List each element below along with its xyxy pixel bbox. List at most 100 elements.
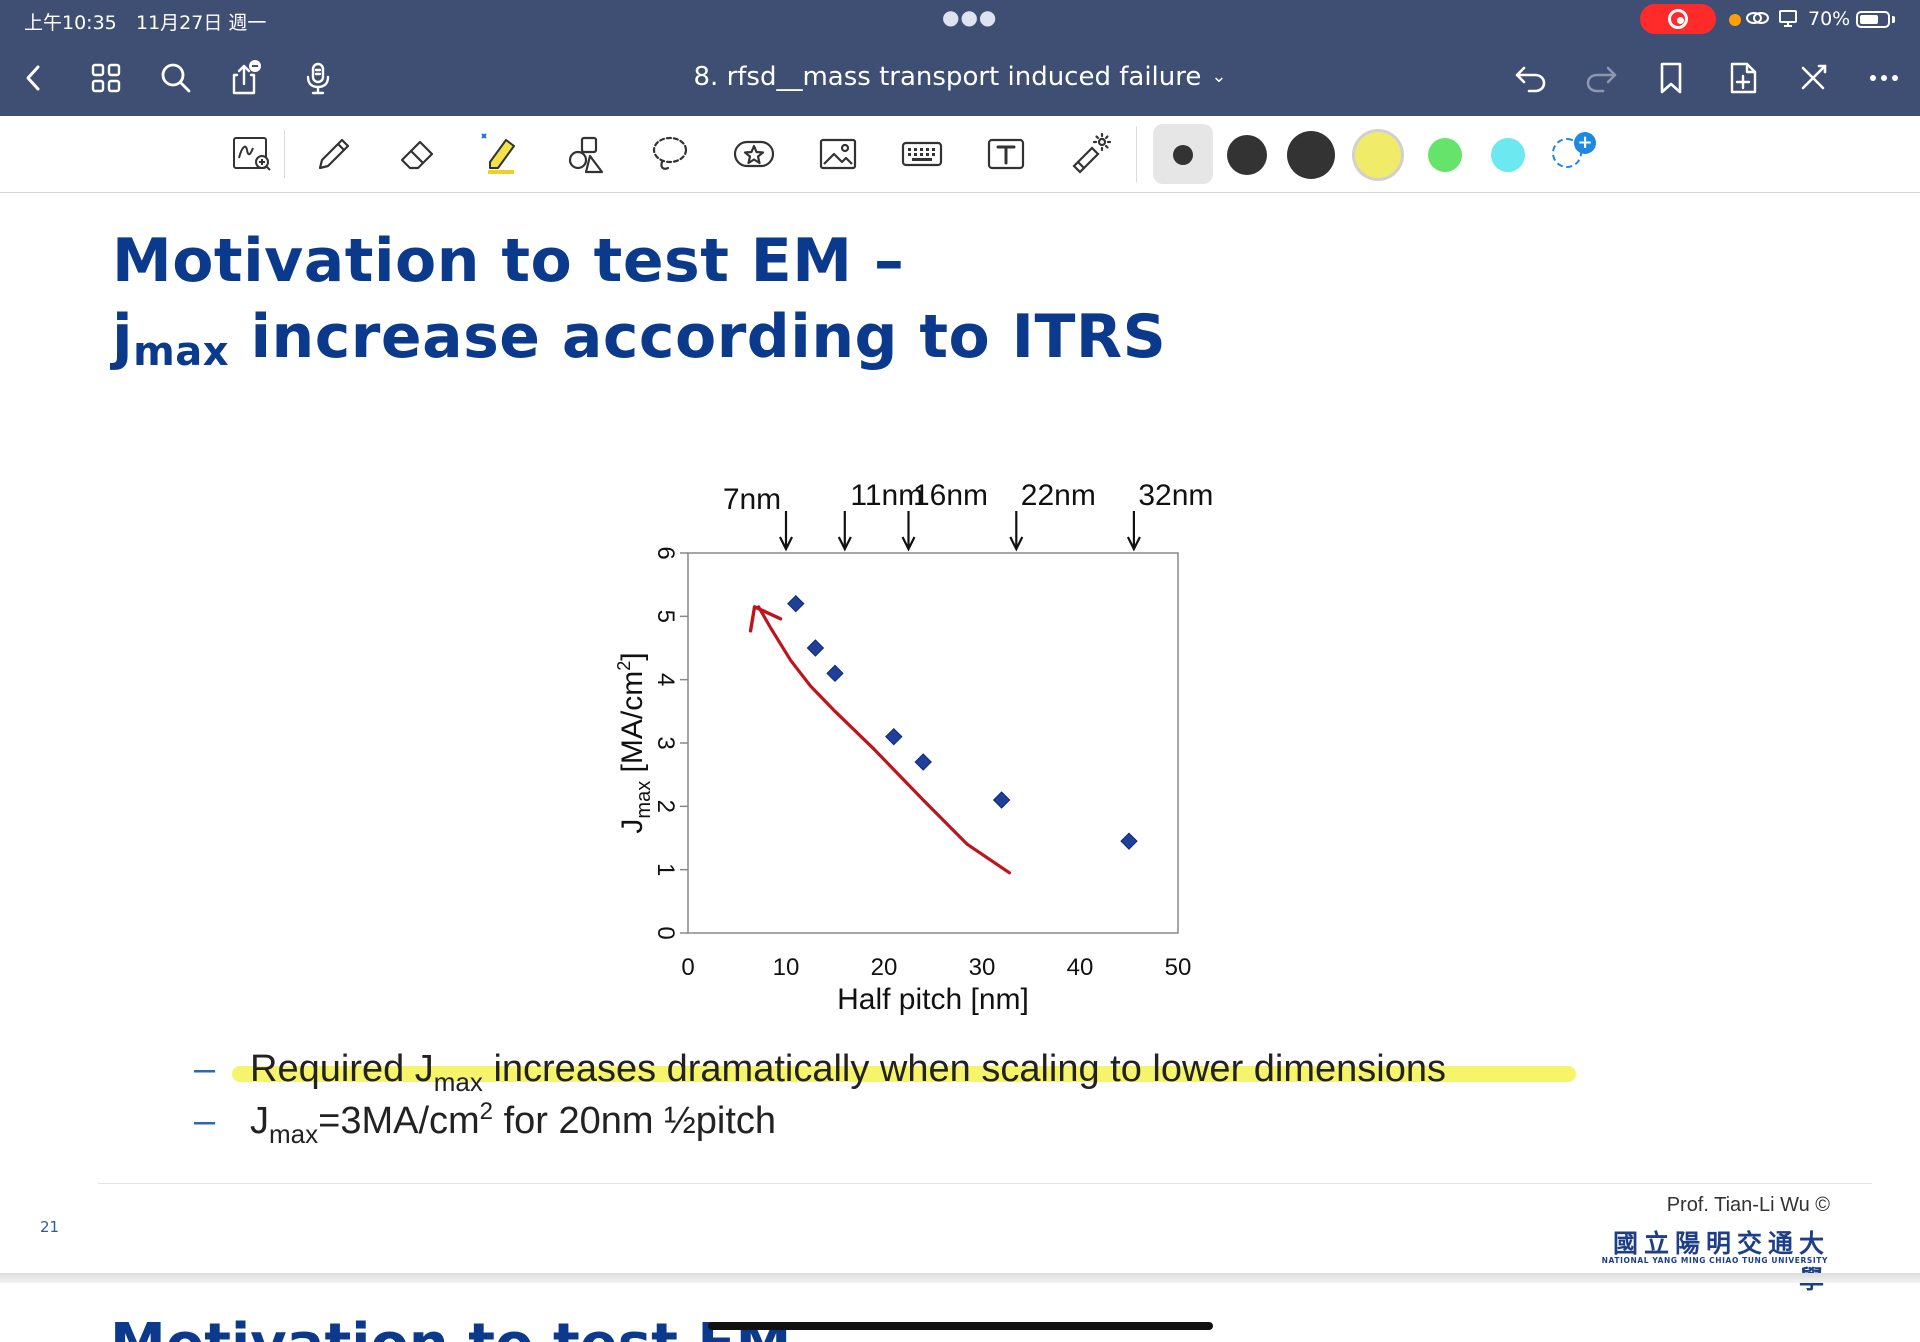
- pen-icon: [318, 138, 350, 170]
- add-page-icon: [1730, 62, 1757, 94]
- battery-tip: [1892, 16, 1895, 23]
- add-page-button[interactable]: [1719, 54, 1767, 102]
- bullet-2-text: Jmax=3MA/cm2 for 20nm ½pitch: [250, 1098, 777, 1149]
- sticker-icon: [733, 140, 775, 168]
- chart-svg: 0 1 2 3 4 5 6 0 10 20 30 40 50 Half pitch [nm] Jmax [M…: [614, 479, 1213, 1016]
- multitasking-dots-icon[interactable]: ●●●: [942, 5, 998, 29]
- slide-page: Motivation to test EM – jmax increase ac…: [0, 193, 1920, 1294]
- zoom-write-icon: [233, 137, 271, 171]
- keyboard-tool[interactable]: [894, 128, 950, 180]
- chevron-left-icon: [26, 65, 40, 91]
- page-separator: [0, 1273, 1920, 1283]
- node-arrow-head: [1126, 536, 1141, 552]
- laser-pointer-icon: [1072, 132, 1112, 174]
- y-tick-label: 4: [652, 673, 679, 686]
- y-axis-label: Jmax [MA/cm2]: [614, 652, 655, 833]
- thumbnails-button[interactable]: [82, 54, 130, 102]
- data-point: [826, 664, 844, 683]
- x-tick-label: 20: [871, 954, 898, 981]
- chevron-down-icon: ⌄: [1211, 66, 1227, 87]
- eraser-tool[interactable]: [390, 128, 446, 180]
- home-indicator[interactable]: [708, 1322, 1213, 1330]
- highlighter-tool[interactable]: [474, 128, 530, 180]
- more-options-button[interactable]: [1860, 54, 1908, 102]
- y-tick-label: 6: [652, 546, 679, 559]
- node-label: 7nm: [723, 483, 781, 516]
- screen-recording-icon[interactable]: [1640, 4, 1716, 34]
- x-tick-label: 0: [681, 954, 694, 981]
- x-axis-label: Half pitch [nm]: [837, 983, 1029, 1016]
- y-tick-label: 0: [652, 926, 679, 939]
- node-label: 11nm: [850, 479, 923, 512]
- yellow-highlight-stroke: [232, 1066, 1576, 1082]
- microphone-button[interactable]: [294, 54, 342, 102]
- toolbar-divider: [284, 130, 285, 178]
- node-arrow-head: [779, 536, 793, 552]
- mic-in-use-indicator-icon: [1729, 14, 1741, 26]
- status-bar: 上午10:35 11月27日 週一 ●●● 70%: [0, 0, 1920, 40]
- bullet-dash: –: [194, 1100, 216, 1142]
- color-swatch-yellow[interactable]: [1355, 132, 1401, 178]
- node-arrow-head: [1009, 536, 1024, 552]
- color-swatch-black-large[interactable]: [1287, 131, 1335, 179]
- data-point: [885, 727, 903, 746]
- slide-title-line1: Motivation to test EM –: [112, 226, 905, 296]
- bullet-dash: –: [194, 1048, 216, 1090]
- annotation-arrowhead: [748, 605, 783, 633]
- shapes-icon: [568, 136, 604, 174]
- node-label: 32nm: [1138, 479, 1213, 512]
- y-tick-label: 5: [652, 610, 679, 623]
- author-credit: Prof. Tian-Li Wu ©: [1666, 1194, 1830, 1216]
- text-box-tool[interactable]: [978, 128, 1034, 180]
- bookmark-button[interactable]: [1647, 54, 1695, 102]
- slide-title-line2: jmax increase according to ITRS: [112, 302, 1167, 375]
- eraser-icon: [400, 140, 434, 170]
- image-tool[interactable]: [810, 128, 866, 180]
- search-icon: [161, 63, 191, 93]
- microphone-icon: [306, 62, 330, 95]
- color-swatch-cyan[interactable]: [1491, 138, 1525, 172]
- shapes-tool[interactable]: [558, 128, 614, 180]
- y-tick-label: 3: [652, 736, 679, 749]
- undo-button[interactable]: [1507, 54, 1555, 102]
- toolbar-divider: [1136, 126, 1137, 182]
- pen-tool[interactable]: [306, 128, 362, 180]
- more-icon: [1870, 75, 1898, 81]
- bookmark-icon: [1660, 62, 1682, 94]
- share-button[interactable]: [222, 54, 270, 102]
- node-arrow-head: [837, 536, 852, 552]
- keyboard-icon: [901, 141, 943, 167]
- document-title-text: 8. rfsd__mass transport induced failure: [693, 62, 1202, 92]
- color-swatch-black-medium[interactable]: [1227, 135, 1267, 175]
- plus-icon: +: [1574, 132, 1596, 154]
- data-point: [992, 791, 1011, 809]
- color-swatch-green[interactable]: [1428, 138, 1462, 172]
- back-button[interactable]: [10, 54, 58, 102]
- image-icon: [819, 138, 857, 170]
- data-point: [806, 639, 825, 657]
- lasso-icon: [652, 136, 688, 170]
- document-title[interactable]: 8. rfsd__mass transport induced failure ⌄: [560, 62, 1360, 92]
- bullet-1-text: Required Jmax increases dramatically whe…: [250, 1048, 1446, 1097]
- zoom-write-tool[interactable]: [224, 128, 280, 180]
- screen-mirror-icon: [1746, 7, 1804, 34]
- lasso-tool[interactable]: [642, 128, 698, 180]
- laser-pointer-tool[interactable]: [1062, 128, 1118, 180]
- redo-button[interactable]: [1577, 54, 1625, 102]
- footer-divider: [98, 1183, 1872, 1184]
- search-button[interactable]: [152, 54, 200, 102]
- color-swatch-black-small[interactable]: [1173, 145, 1193, 165]
- annotation-curve: [756, 605, 1012, 875]
- node-arrow-head: [901, 536, 916, 552]
- grid-icon: [91, 63, 121, 93]
- text-box-icon: [987, 138, 1025, 170]
- navigation-bar: 8. rfsd__mass transport induced failure ⌄: [0, 40, 1920, 116]
- close-tools-button[interactable]: [1789, 54, 1837, 102]
- data-point: [914, 753, 932, 771]
- status-time: 上午10:35: [24, 12, 117, 34]
- jmax-chart: 0 1 2 3 4 5 6 0 10 20 30 40 50 Half pitch [nm] Jmax [M…: [580, 463, 1280, 1033]
- status-date: 11月27日 週一: [136, 12, 267, 34]
- data-point: [787, 594, 805, 613]
- battery-icon: [1856, 11, 1890, 28]
- sticker-tool[interactable]: [726, 128, 782, 180]
